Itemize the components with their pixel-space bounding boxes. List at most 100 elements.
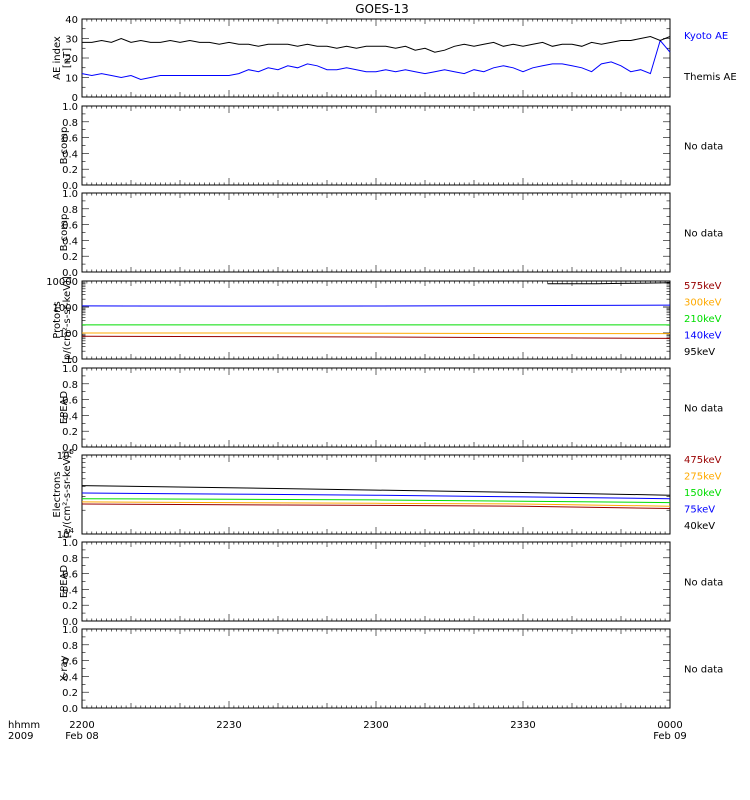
y-tick-label: 0.6	[62, 134, 78, 145]
y-tick-label: 1.0	[62, 364, 78, 375]
y-tick-label: 0.0	[62, 181, 78, 192]
series-line-themis-ae	[82, 35, 671, 53]
x-tick-label: 0000	[657, 720, 682, 731]
y-tick-label: 1.0	[62, 625, 78, 636]
y-tick-label: 0.2	[62, 601, 78, 612]
y-tick-label: 0.4	[62, 672, 78, 683]
y-tick-label: 30	[65, 35, 78, 46]
y-tick-label: 0	[72, 93, 78, 104]
panel-frame	[81, 541, 671, 622]
y-tick-label: 0.8	[62, 641, 78, 652]
legend-item: 300keV	[684, 298, 722, 309]
y-axis-title: Protons	[52, 301, 63, 338]
series-line-95kev	[547, 282, 671, 285]
y-axis-title: B comp	[59, 127, 70, 165]
y-tick-label: 0.8	[62, 554, 78, 565]
y-tick-label: 0.8	[62, 118, 78, 129]
panel-bcomp1: 0.0 0.2 0.4 0.6 0.8 1.0 B comp No data	[59, 102, 723, 192]
panel-frame	[81, 280, 671, 360]
panel-frame	[81, 192, 671, 273]
no-data-label: No data	[684, 404, 723, 415]
legend-item: Kyoto AE	[684, 31, 728, 42]
y-tick-label: 0.0	[62, 443, 78, 454]
x-date-label: Feb 09	[653, 731, 687, 742]
legend-item: 140keV	[684, 331, 722, 342]
series-line-40kev	[81, 485, 671, 496]
legend-item: 275keV	[684, 472, 722, 483]
y-tick-label: 1.0	[62, 189, 78, 200]
y-tick-label: 0.4	[62, 149, 78, 160]
legend-item: 95keV	[684, 347, 715, 358]
series-line-140kev	[81, 304, 671, 307]
panel-frame	[81, 628, 671, 709]
y-axis-title: EPEAD	[59, 391, 70, 425]
y-axis-title: X-ray	[59, 655, 70, 681]
y-tick-exponent: 4	[70, 527, 75, 535]
legend-item: 210keV	[684, 314, 722, 325]
series-line-275kev	[81, 501, 671, 507]
no-data-label: No data	[684, 578, 723, 589]
x-tick-label: 2200	[69, 720, 94, 731]
y-axis-title: B comp	[59, 214, 70, 252]
x-tick-label: 2230	[216, 720, 241, 731]
x-tick-label: 2300	[363, 720, 388, 731]
time-axis-label: hhmm	[8, 720, 40, 731]
y-axis-title: AE index	[52, 36, 63, 80]
y-tick-label: 0.0	[62, 704, 78, 715]
y-tick-label: 0.0	[62, 268, 78, 279]
y-tick-label: 1.0	[62, 102, 78, 113]
y-tick-label: 0.2	[62, 165, 78, 176]
y-tick-label: 0.8	[62, 205, 78, 216]
y-axis-title: [e/(cm²-s-sr-keV)]	[62, 451, 73, 539]
x-tick-label: 2330	[510, 720, 535, 731]
y-tick-label: 10	[65, 355, 78, 366]
y-tick-label: 0.6	[62, 657, 78, 668]
y-tick-label: 0.2	[62, 427, 78, 438]
legend-item: Themis AE	[683, 72, 737, 83]
y-tick-label: 10	[65, 74, 78, 85]
y-tick-label: 0.2	[62, 688, 78, 699]
series-line-low	[81, 335, 671, 339]
panel-frame	[81, 105, 671, 186]
legend-item: 75keV	[684, 505, 715, 516]
figure-title: GOES-13	[355, 2, 409, 16]
x-date-label: Feb 08	[65, 731, 99, 742]
y-tick-label: 0.0	[62, 617, 78, 628]
y-tick-label: 0.6	[62, 396, 78, 407]
y-tick-label: 40	[65, 15, 78, 26]
panel-xray: 0.0 0.2 0.4 0.6 0.8 1.0 X-ray No data	[59, 625, 723, 715]
y-tick-exponent: 5	[70, 448, 74, 456]
panel-frame	[81, 18, 671, 98]
panel-epead2: 0.0 0.2 0.4 0.6 0.8 1.0 EPEAD No data	[59, 538, 723, 628]
no-data-label: No data	[684, 142, 723, 153]
y-tick-label: 0.4	[62, 411, 78, 422]
panel-bcomp2: 0.0 0.2 0.4 0.6 0.8 1.0 B comp No data	[59, 189, 723, 279]
y-tick-label: 0.8	[62, 380, 78, 391]
legend-item: 40keV	[684, 521, 715, 532]
y-axis-title: [p/(cm²-s-sr-keV)]	[62, 276, 73, 364]
y-tick-label: 100	[59, 329, 78, 340]
y-axis-title: [nT]	[62, 48, 73, 68]
y-tick-label: 10000	[46, 277, 78, 288]
panel-frame	[81, 454, 671, 535]
series-line-150kev	[81, 498, 671, 504]
panel-frame	[81, 367, 671, 448]
y-tick-label: 0.4	[62, 585, 78, 596]
y-axis-title: Electrons	[52, 471, 63, 517]
y-axis-title: EPEAD	[59, 565, 70, 599]
series-line-300kev	[82, 332, 671, 335]
year-label: 2009	[8, 731, 33, 742]
series-line-kyoto-ae	[81, 39, 671, 81]
y-tick-label: 0.6	[62, 221, 78, 232]
y-tick-label: 1000	[53, 303, 78, 314]
y-tick-label: 1.0	[62, 538, 78, 549]
no-data-label: No data	[684, 229, 723, 240]
legend-item: 575keV	[684, 281, 722, 292]
legend-item: 475keV	[684, 455, 722, 466]
y-tick-label: 0.6	[62, 570, 78, 581]
